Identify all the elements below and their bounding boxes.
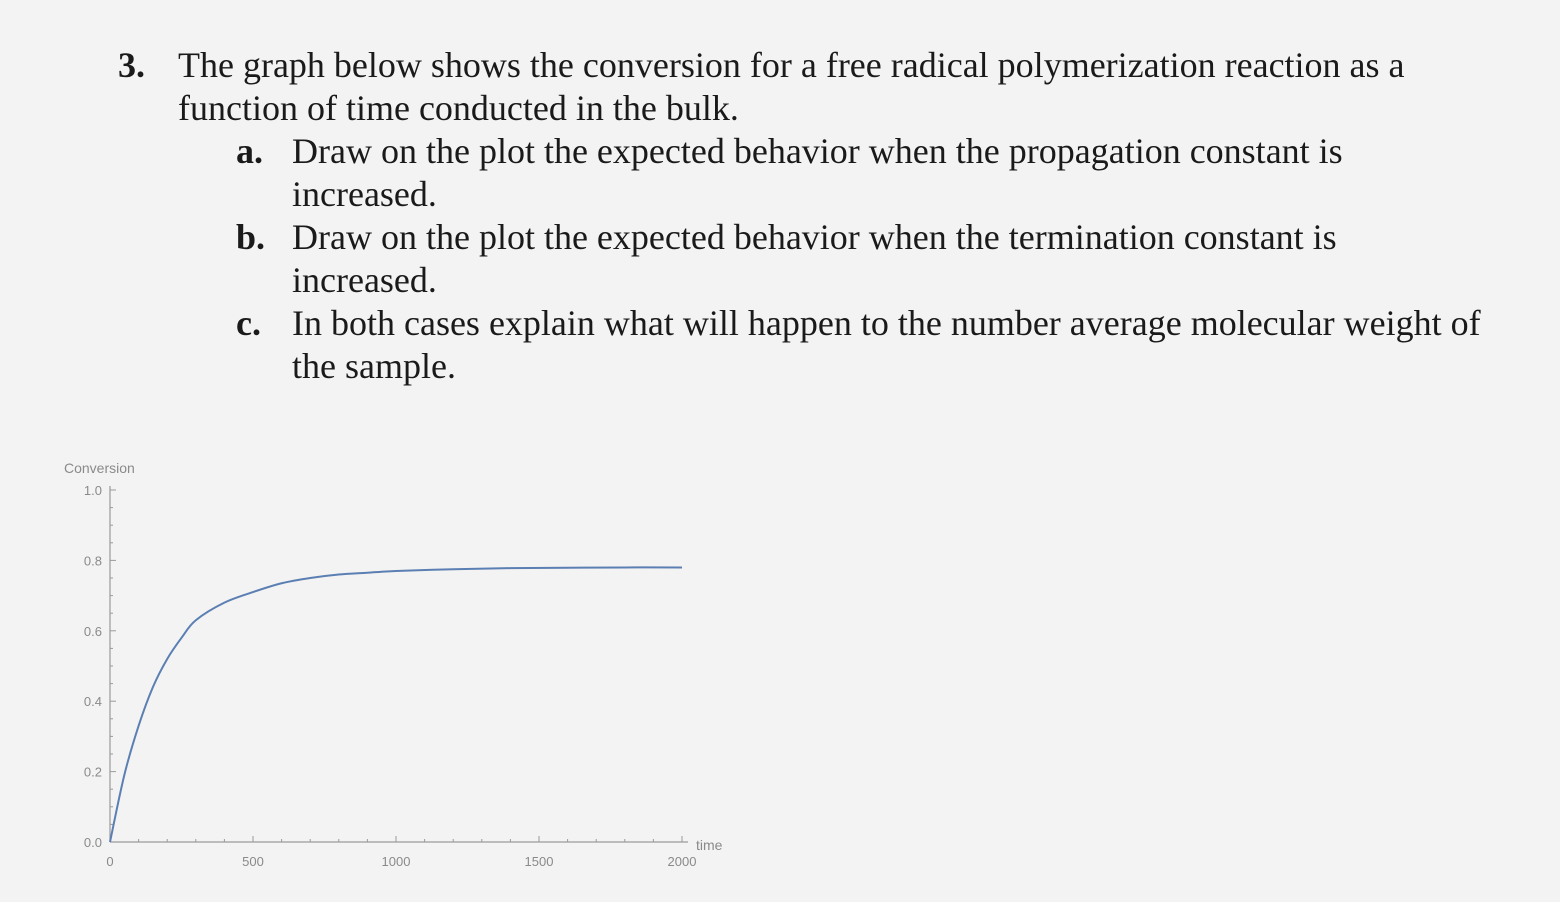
question-text: The graph below shows the conversion for… (178, 45, 1405, 128)
chart-axes (109, 486, 688, 843)
sub-question-b: b. Draw on the plot the expected behavio… (236, 216, 1518, 302)
x-tick-label: 500 (242, 854, 264, 869)
chart-series (109, 566, 683, 843)
conversion-chart: 0 500 1000 1500 2000 0.0 0.2 0.4 0.6 0.8 1.0 Conv… (64, 460, 723, 869)
sub-question-letter: a. (236, 131, 263, 171)
chart-minor-ticks (109, 489, 683, 843)
x-tick-label: 0 (106, 854, 113, 869)
y-tick-label: 0.6 (84, 624, 102, 639)
question-main: 3. The graph below shows the conversion … (118, 44, 1518, 130)
y-axis-label: Conversion (64, 460, 135, 476)
sub-question-list: a. Draw on the plot the expected behavio… (236, 130, 1518, 388)
sub-question-c: c. In both cases explain what will happe… (236, 302, 1518, 388)
x-tick-label: 1500 (525, 854, 554, 869)
x-tick-label: 2000 (668, 854, 697, 869)
sub-question-letter: c. (236, 303, 261, 343)
x-tick-label: 1000 (382, 854, 411, 869)
y-tick-label: 0.0 (84, 835, 102, 850)
sub-question-letter: b. (236, 217, 266, 257)
sub-question-text: Draw on the plot the expected behavior w… (292, 131, 1343, 214)
x-axis-ticks: 0 500 1000 1500 2000 (106, 854, 696, 869)
y-tick-label: 1.0 (84, 483, 102, 498)
y-tick-label: 0.2 (84, 765, 102, 780)
conversion-series-line (109, 566, 683, 843)
sub-question-text: In both cases explain what will happen t… (292, 303, 1481, 386)
question-number: 3. (118, 45, 145, 85)
y-tick-label: 0.4 (84, 694, 102, 709)
sub-question-a: a. Draw on the plot the expected behavio… (236, 130, 1518, 216)
sub-question-text: Draw on the plot the expected behavior w… (292, 217, 1337, 300)
question-block: 3. The graph below shows the conversion … (118, 44, 1518, 388)
x-axis-label: time (696, 837, 723, 853)
y-axis-ticks: 0.0 0.2 0.4 0.6 0.8 1.0 (84, 483, 102, 850)
y-tick-label: 0.8 (84, 553, 102, 568)
